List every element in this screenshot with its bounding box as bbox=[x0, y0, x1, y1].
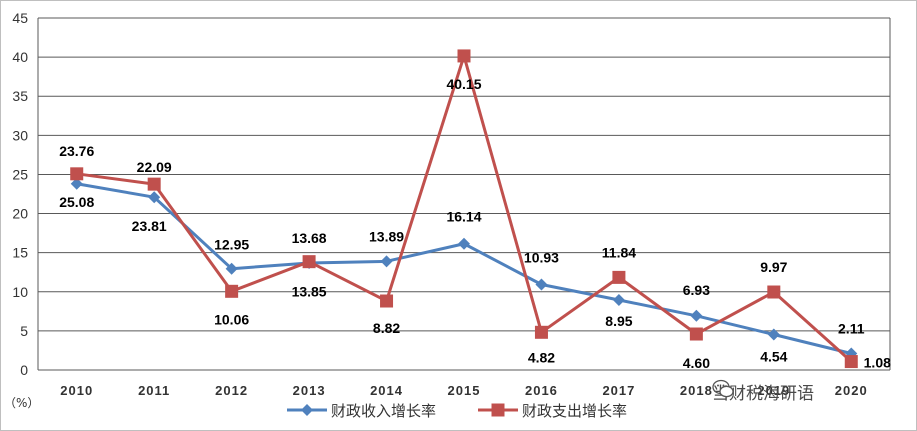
revenue-point bbox=[225, 262, 238, 275]
y-unit-label: （%） bbox=[4, 396, 39, 410]
y-tick-label: 20 bbox=[12, 206, 28, 222]
data-label: 6.93 bbox=[683, 282, 710, 298]
x-tick-label: 2013 bbox=[293, 383, 326, 398]
revenue-point bbox=[70, 177, 83, 190]
revenue-point bbox=[458, 237, 470, 250]
data-label: 13.85 bbox=[292, 284, 327, 300]
expenditure-point bbox=[70, 167, 84, 181]
expenditure-point bbox=[844, 355, 858, 369]
revenue-point bbox=[767, 328, 780, 341]
series-markers bbox=[70, 49, 858, 369]
data-label: 16.14 bbox=[446, 209, 481, 225]
y-tick-label: 25 bbox=[12, 166, 28, 182]
y-tick-label: 15 bbox=[12, 245, 28, 261]
y-tick-label: 0 bbox=[20, 362, 28, 378]
data-label: 4.54 bbox=[760, 348, 787, 364]
data-label: 25.08 bbox=[59, 194, 94, 210]
y-tick-label: 10 bbox=[12, 284, 28, 300]
legend-marker-square bbox=[491, 403, 505, 417]
watermark-text: 当财税海研语 bbox=[712, 383, 814, 404]
data-label: 13.89 bbox=[369, 228, 404, 244]
data-label: 13.68 bbox=[292, 230, 327, 246]
x-tick-label: 2015 bbox=[448, 383, 481, 398]
data-label: 4.82 bbox=[528, 349, 555, 365]
wechat-icon bbox=[712, 379, 734, 398]
data-label: 1.08 bbox=[864, 355, 891, 371]
x-tick-label: 2019 bbox=[757, 383, 790, 398]
y-tick-label: 40 bbox=[12, 49, 28, 65]
x-tick-label: 2010 bbox=[60, 383, 93, 398]
data-label: 23.81 bbox=[132, 218, 167, 234]
revenue-point bbox=[535, 278, 548, 291]
x-tick-label: 2017 bbox=[602, 383, 635, 398]
expenditure-point bbox=[225, 284, 239, 298]
legend-marker-diamond bbox=[301, 404, 313, 416]
watermark: 当财税海研语 bbox=[712, 379, 814, 404]
data-label: 12.95 bbox=[214, 237, 249, 253]
y-axis-ticks: 0 5 10 15 20 25 30 35 40 45 bbox=[12, 10, 28, 378]
y-tick-label: 5 bbox=[20, 323, 28, 339]
x-tick-label: 2020 bbox=[835, 383, 868, 398]
expenditure-point bbox=[767, 285, 781, 299]
data-label: 22.09 bbox=[137, 159, 172, 175]
x-tick-label: 2014 bbox=[370, 383, 403, 398]
x-axis-ticks: 2010 2011 2012 2013 2014 2015 2016 2017 2018 2019… bbox=[60, 383, 868, 398]
y-tick-label: 35 bbox=[12, 88, 28, 104]
data-label: 8.82 bbox=[373, 320, 400, 336]
revenue-point bbox=[148, 191, 161, 204]
data-label: 9.97 bbox=[760, 259, 787, 275]
data-label: 11.84 bbox=[602, 244, 636, 260]
legend-label: 财政支出增长率 bbox=[522, 402, 627, 420]
expenditure-point bbox=[302, 255, 316, 269]
y-tick-label: 45 bbox=[12, 10, 28, 26]
revenue-point bbox=[380, 255, 393, 268]
x-tick-label: 2012 bbox=[215, 383, 248, 398]
legend-label: 财政收入增长率 bbox=[331, 402, 436, 420]
data-label: 10.06 bbox=[214, 311, 249, 327]
x-tick-label: 2011 bbox=[138, 383, 170, 398]
expenditure-point bbox=[147, 177, 161, 191]
revenue-point bbox=[612, 293, 625, 306]
revenue-point bbox=[690, 309, 703, 322]
expenditure-point bbox=[689, 327, 703, 341]
expenditure-point bbox=[457, 49, 471, 63]
x-tick-label: 2018 bbox=[680, 383, 713, 398]
expenditure-point bbox=[534, 325, 548, 339]
data-label: 8.95 bbox=[605, 313, 632, 329]
data-labels: 25.08 23.81 12.95 13.68 13.89 16.14 10.93 8.95 6… bbox=[59, 76, 891, 371]
legend: 财政收入增长率 财政支出增长率 bbox=[287, 402, 627, 420]
expenditure-point bbox=[612, 270, 626, 284]
y-tick-label: 30 bbox=[12, 127, 28, 143]
x-tick-label: 2016 bbox=[525, 383, 558, 398]
expenditure-point bbox=[380, 294, 394, 308]
data-label: 23.76 bbox=[59, 143, 94, 159]
data-label: 10.93 bbox=[524, 250, 559, 266]
data-label: 4.60 bbox=[683, 355, 710, 371]
data-label: 2.11 bbox=[838, 320, 865, 336]
grid-lines bbox=[37, 17, 891, 371]
data-label: 40.15 bbox=[446, 76, 481, 92]
